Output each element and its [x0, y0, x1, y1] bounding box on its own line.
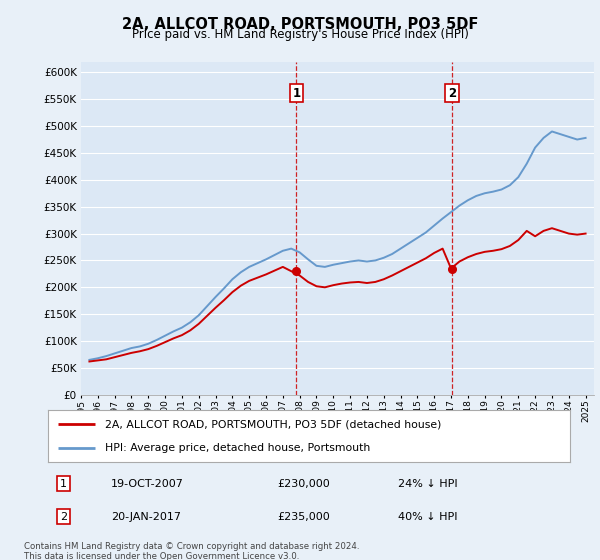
- Text: 2: 2: [60, 512, 67, 521]
- Text: Price paid vs. HM Land Registry's House Price Index (HPI): Price paid vs. HM Land Registry's House …: [131, 28, 469, 41]
- Text: 2: 2: [448, 87, 456, 100]
- Text: 24% ↓ HPI: 24% ↓ HPI: [398, 479, 457, 489]
- Text: Contains HM Land Registry data © Crown copyright and database right 2024.
This d: Contains HM Land Registry data © Crown c…: [24, 542, 359, 560]
- Text: £230,000: £230,000: [278, 479, 331, 489]
- Text: 20-JAN-2017: 20-JAN-2017: [110, 512, 181, 521]
- Text: 1: 1: [292, 87, 301, 100]
- Text: 2A, ALLCOT ROAD, PORTSMOUTH, PO3 5DF (detached house): 2A, ALLCOT ROAD, PORTSMOUTH, PO3 5DF (de…: [106, 419, 442, 430]
- Text: 19-OCT-2007: 19-OCT-2007: [110, 479, 184, 489]
- Text: 40% ↓ HPI: 40% ↓ HPI: [398, 512, 457, 521]
- Text: £235,000: £235,000: [278, 512, 331, 521]
- Text: HPI: Average price, detached house, Portsmouth: HPI: Average price, detached house, Port…: [106, 443, 371, 453]
- Text: 2A, ALLCOT ROAD, PORTSMOUTH, PO3 5DF: 2A, ALLCOT ROAD, PORTSMOUTH, PO3 5DF: [122, 17, 478, 32]
- Text: 1: 1: [60, 479, 67, 489]
